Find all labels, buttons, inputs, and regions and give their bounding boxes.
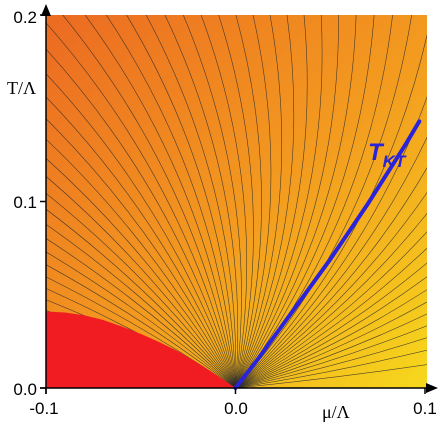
contour-line bbox=[235, 15, 282, 388]
contour-line bbox=[235, 167, 427, 388]
contour-line bbox=[235, 276, 427, 388]
contour-line bbox=[182, 15, 242, 388]
contour-line bbox=[46, 192, 236, 388]
contour-line bbox=[46, 223, 236, 388]
contour-line bbox=[235, 289, 427, 388]
contour-line bbox=[235, 15, 375, 388]
contour-line bbox=[46, 276, 236, 388]
tkt-curve bbox=[233, 119, 422, 390]
x-axis-title: μ/Λ bbox=[322, 402, 350, 422]
y-axis-title: T/Λ bbox=[7, 78, 36, 98]
contour-line bbox=[126, 15, 236, 388]
x-tick-label-pos: 0.1 bbox=[413, 399, 437, 418]
contour-line bbox=[235, 231, 427, 388]
contour-line bbox=[235, 364, 427, 388]
contour-line bbox=[235, 15, 308, 388]
contour-line bbox=[200, 15, 247, 388]
contour-line bbox=[235, 325, 427, 388]
contour-line bbox=[235, 136, 427, 388]
contour-line bbox=[235, 191, 427, 388]
tkt-label-sub: KT bbox=[383, 152, 407, 171]
ordered-region bbox=[46, 311, 236, 388]
y-tick-label-zero: 0.0 bbox=[13, 380, 37, 399]
contour-line bbox=[105, 15, 236, 388]
contour-line bbox=[235, 313, 427, 388]
contour-line bbox=[145, 15, 237, 388]
contour-line bbox=[46, 264, 236, 388]
contour-line bbox=[46, 251, 236, 388]
tkt-label: TKT bbox=[368, 139, 407, 171]
contour-line bbox=[62, 15, 236, 388]
contour-line bbox=[46, 22, 236, 388]
contour-line bbox=[235, 213, 427, 388]
x-tick-label-neg: -0.1 bbox=[29, 399, 58, 418]
contour-line bbox=[235, 15, 339, 388]
contour-line bbox=[164, 15, 239, 388]
y-tick-label-top: 0.2 bbox=[13, 8, 37, 27]
axis-ticks bbox=[40, 14, 426, 394]
contour-line bbox=[46, 138, 236, 388]
x-axis-arrow bbox=[426, 383, 438, 393]
contour-line bbox=[235, 33, 427, 388]
y-axis-arrow bbox=[41, 4, 51, 16]
tkt-label-main: T bbox=[368, 139, 385, 166]
contour-line bbox=[46, 96, 236, 388]
contour-line bbox=[235, 262, 427, 388]
contour-line bbox=[46, 118, 236, 388]
contour-line bbox=[235, 247, 427, 388]
contour-line bbox=[46, 238, 236, 388]
contour-line bbox=[235, 15, 323, 388]
x-tick-label-zero: 0.0 bbox=[224, 399, 248, 418]
contour-line bbox=[235, 15, 262, 388]
contour-line bbox=[46, 157, 236, 388]
contour-line bbox=[46, 73, 236, 388]
contour-line bbox=[218, 15, 254, 388]
contour-line bbox=[235, 15, 272, 388]
contour-line bbox=[46, 208, 236, 388]
contour-line bbox=[235, 301, 427, 388]
contour-line bbox=[235, 15, 295, 388]
contour-line bbox=[84, 15, 236, 388]
contour-line bbox=[235, 15, 357, 388]
contour-line bbox=[46, 48, 236, 388]
y-tick-label-mid: 0.1 bbox=[13, 193, 37, 212]
contour-line bbox=[46, 175, 236, 388]
contour-line bbox=[235, 349, 427, 388]
contour-line bbox=[235, 15, 412, 388]
contour-line bbox=[235, 337, 427, 388]
